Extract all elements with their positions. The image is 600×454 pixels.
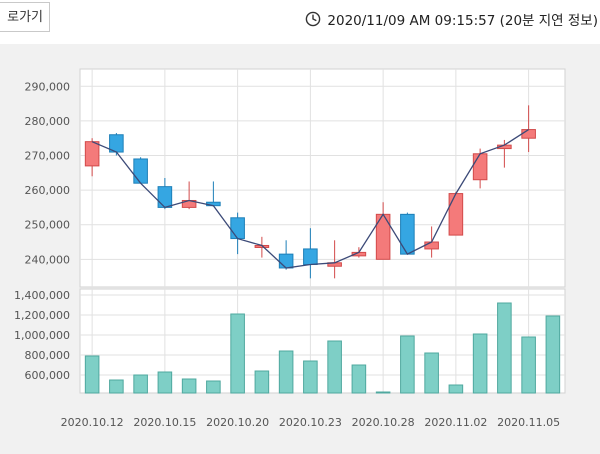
price-plot-area	[79, 68, 566, 288]
candle-body	[521, 129, 536, 139]
x-tick-label: 2020.10.23	[279, 416, 342, 429]
volume-tick-label: 1,000,000	[14, 329, 70, 342]
volume-bar	[206, 380, 221, 394]
volume-bar	[109, 379, 124, 394]
volume-bar	[157, 371, 173, 394]
price-tick-label: 280,000	[25, 115, 71, 128]
volume-bar	[521, 336, 536, 394]
chart-panel: 240,000 250,000 260,000 270,000 280,000 290,0…	[0, 44, 600, 454]
volume-bar	[303, 360, 318, 394]
candle	[400, 212, 415, 255]
candle-body	[84, 141, 100, 167]
volume-bar	[84, 355, 100, 394]
candle	[133, 157, 148, 184]
top-bar: 로가기 2020/11/09 AM 09:15:57 (20분 지연 정보)	[0, 0, 600, 40]
timestamp-block: 2020/11/09 AM 09:15:57 (20분 지연 정보)	[305, 9, 598, 29]
candle-body	[278, 253, 294, 269]
volume-bar	[133, 374, 148, 394]
volume-bar	[424, 352, 439, 394]
candle-body	[448, 193, 464, 236]
volume-bar	[181, 378, 197, 394]
price-tick-label: 290,000	[25, 80, 71, 93]
volume-bar	[497, 302, 512, 394]
volume-tick-label: 1,200,000	[14, 309, 70, 322]
volume-bar	[351, 364, 367, 394]
price-tick-label: 270,000	[25, 150, 71, 163]
back-button[interactable]: 로가기	[0, 2, 50, 32]
x-tick-label: 2020.11.02	[424, 416, 487, 429]
close-line-layer	[91, 129, 529, 269]
clock-icon	[306, 11, 321, 27]
x-tick-label: 2020.10.12	[61, 416, 124, 429]
volume-bar	[230, 313, 245, 394]
candle-body	[424, 241, 439, 250]
tick-labels: 240,000 250,000 260,000 270,000 280,000 290,0…	[14, 80, 560, 429]
candle-body	[400, 213, 415, 255]
candle-body	[303, 248, 318, 266]
close-price-line	[91, 129, 529, 269]
stock-chart: 240,000 250,000 260,000 270,000 280,000 290,0…	[14, 68, 566, 429]
candle-body	[472, 153, 488, 181]
volume-bar	[327, 340, 342, 394]
price-tick-label: 240,000	[25, 253, 71, 266]
candle	[157, 178, 173, 210]
x-tick-label: 2020.11.05	[497, 416, 560, 429]
volume-bar	[400, 335, 415, 394]
candle	[109, 133, 124, 156]
volume-plot-area	[79, 288, 566, 394]
timestamp-text: 2020/11/09 AM 09:15:57 (20분 지연 정보)	[327, 13, 598, 29]
candle-body	[230, 217, 245, 240]
candle	[448, 191, 464, 236]
volume-bar	[375, 391, 391, 394]
candle-body	[133, 158, 148, 184]
candle	[84, 138, 100, 177]
volume-tick-label: 800,000	[25, 349, 71, 362]
volume-bar	[254, 370, 270, 394]
candle-body	[157, 186, 173, 208]
volume-bar	[278, 350, 294, 394]
x-tick-label: 2020.10.15	[133, 416, 196, 429]
price-tick-label: 250,000	[25, 219, 71, 232]
volume-bars	[84, 302, 561, 394]
volume-bar	[448, 384, 464, 394]
x-tick-label: 2020.10.28	[352, 416, 415, 429]
volume-tick-label: 1,400,000	[14, 289, 70, 302]
volume-tick-label: 600,000	[25, 369, 71, 382]
volume-bar	[472, 333, 488, 394]
price-tick-label: 260,000	[25, 184, 71, 197]
x-tick-label: 2020.10.20	[206, 416, 269, 429]
volume-bar	[545, 315, 561, 394]
